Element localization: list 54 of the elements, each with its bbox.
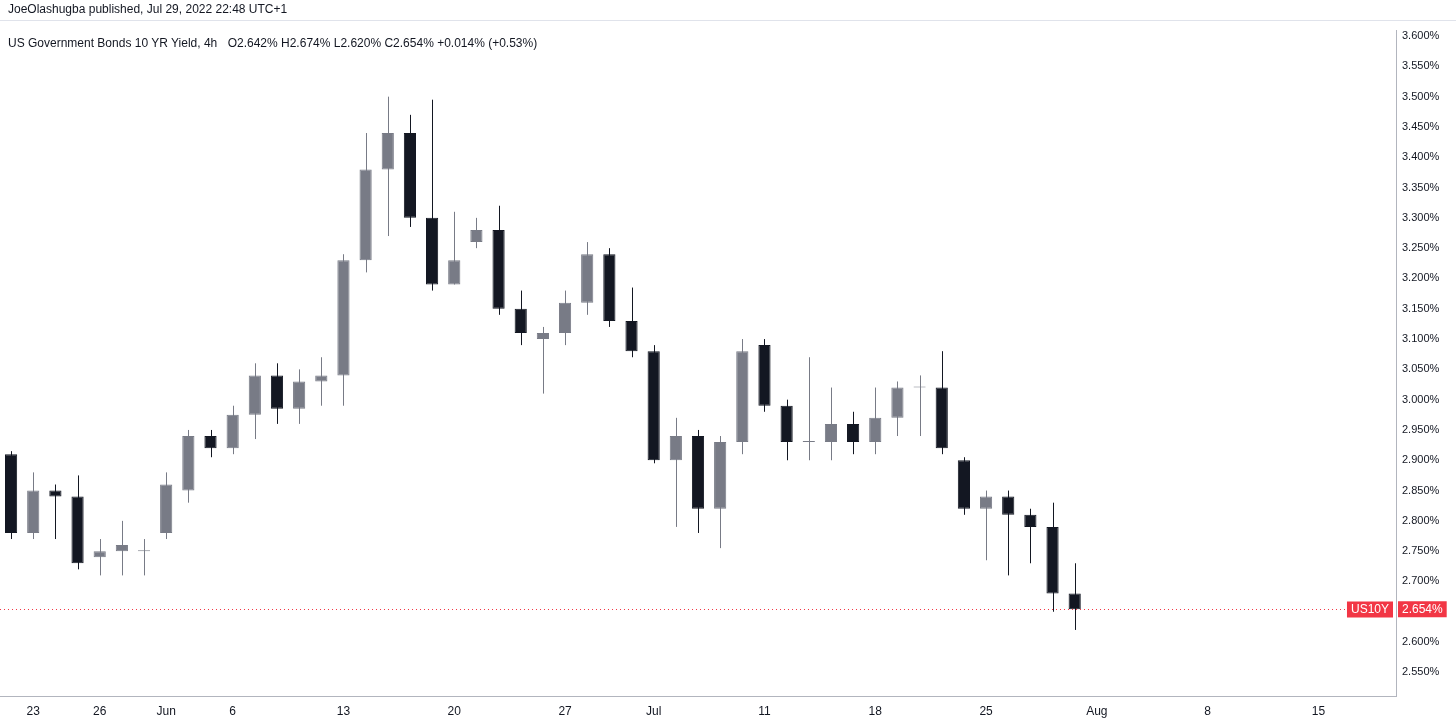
candlestick (315, 356, 328, 407)
y-tick-label: 3.300% (1402, 210, 1440, 223)
x-tick-label: 27 (558, 704, 573, 719)
x-tick-label: 18 (868, 704, 883, 719)
x-tick-label: 8 (1204, 704, 1212, 719)
candlestick (1002, 490, 1015, 576)
text: US Government Bonds 10 YR Yield, 4h (8, 36, 218, 51)
x-tick-label: Jun (156, 704, 176, 719)
y-tick-label: 3.050% (1402, 362, 1440, 375)
y-tick-label: 2.550% (1402, 665, 1440, 678)
x-tick-label: 23 (26, 704, 41, 719)
y-tick-label: 3.100% (1402, 332, 1440, 345)
y-tick-label: 2.750% (1402, 544, 1440, 557)
candlestick (448, 211, 461, 286)
y-tick-label: 2.950% (1402, 422, 1440, 435)
x-tick-label: Jul (646, 704, 662, 719)
ref-line-label: US10Y (1350, 601, 1389, 616)
candlestick (979, 490, 993, 561)
x-tick-label: 20 (447, 704, 462, 719)
y-tick-label: 2.700% (1402, 574, 1440, 587)
x-tick-label: 11 (758, 704, 772, 719)
candlestick (514, 290, 527, 346)
candlestick (49, 484, 62, 540)
y-tick-label: 3.400% (1402, 150, 1440, 163)
y-tick-label: 3.600% (1402, 29, 1440, 42)
candlestick (115, 520, 128, 576)
y-tick-label: 3.000% (1402, 392, 1440, 405)
text: O2.642% H2.674% L2.620% C2.654% +0.014% (+0.53%) (227, 36, 538, 51)
y-tick-label: 2.900% (1402, 453, 1440, 466)
y-tick-label: 3.250% (1402, 241, 1440, 254)
candlestick (802, 356, 815, 461)
y-tick-label: 3.500% (1402, 89, 1440, 102)
candlestick (869, 387, 882, 455)
candlestick (1068, 562, 1081, 631)
x-tick-label: 6 (229, 704, 237, 719)
x-tick-label: 25 (979, 704, 994, 719)
y-tick-label: 2.800% (1402, 513, 1440, 526)
candlestick (669, 417, 682, 528)
x-tick-label: 15 (1311, 704, 1326, 719)
y-tick-label: 3.450% (1402, 119, 1440, 132)
x-tick-label: Aug (1086, 704, 1108, 719)
x-tick-label: 26 (93, 704, 107, 719)
candlestick (1024, 508, 1037, 564)
text: JoeOlashugba published, Jul 29, 2022 22:48 UTC+1 (8, 2, 288, 17)
y-tick-label: 3.350% (1402, 180, 1440, 193)
y-tick-label: 2.600% (1402, 635, 1440, 648)
y-tick-label: 3.200% (1402, 271, 1440, 284)
y-tick-label: 3.150% (1402, 301, 1440, 314)
x-tick-label: 13 (336, 704, 351, 719)
candlestick (93, 538, 106, 576)
y-tick-label: 3.550% (1402, 59, 1440, 72)
text: 2.654% (1402, 601, 1444, 616)
candlestick (536, 326, 549, 395)
y-tick-label: 2.850% (1402, 483, 1440, 496)
